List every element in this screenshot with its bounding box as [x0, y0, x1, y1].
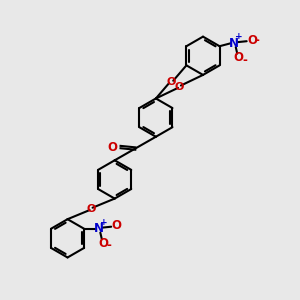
Text: -: - — [254, 34, 260, 47]
Text: O: O — [108, 141, 118, 154]
Text: O: O — [234, 52, 244, 64]
Text: -: - — [242, 54, 247, 67]
Text: O: O — [167, 77, 176, 87]
Text: O: O — [175, 82, 184, 92]
Text: O: O — [247, 34, 257, 47]
Text: N: N — [94, 222, 104, 235]
Text: +: + — [236, 32, 243, 41]
Text: -: - — [107, 239, 112, 252]
Text: +: + — [100, 218, 108, 227]
Text: N: N — [229, 37, 239, 50]
Text: O: O — [98, 237, 108, 250]
Text: O: O — [86, 204, 96, 214]
Text: O: O — [112, 219, 122, 232]
